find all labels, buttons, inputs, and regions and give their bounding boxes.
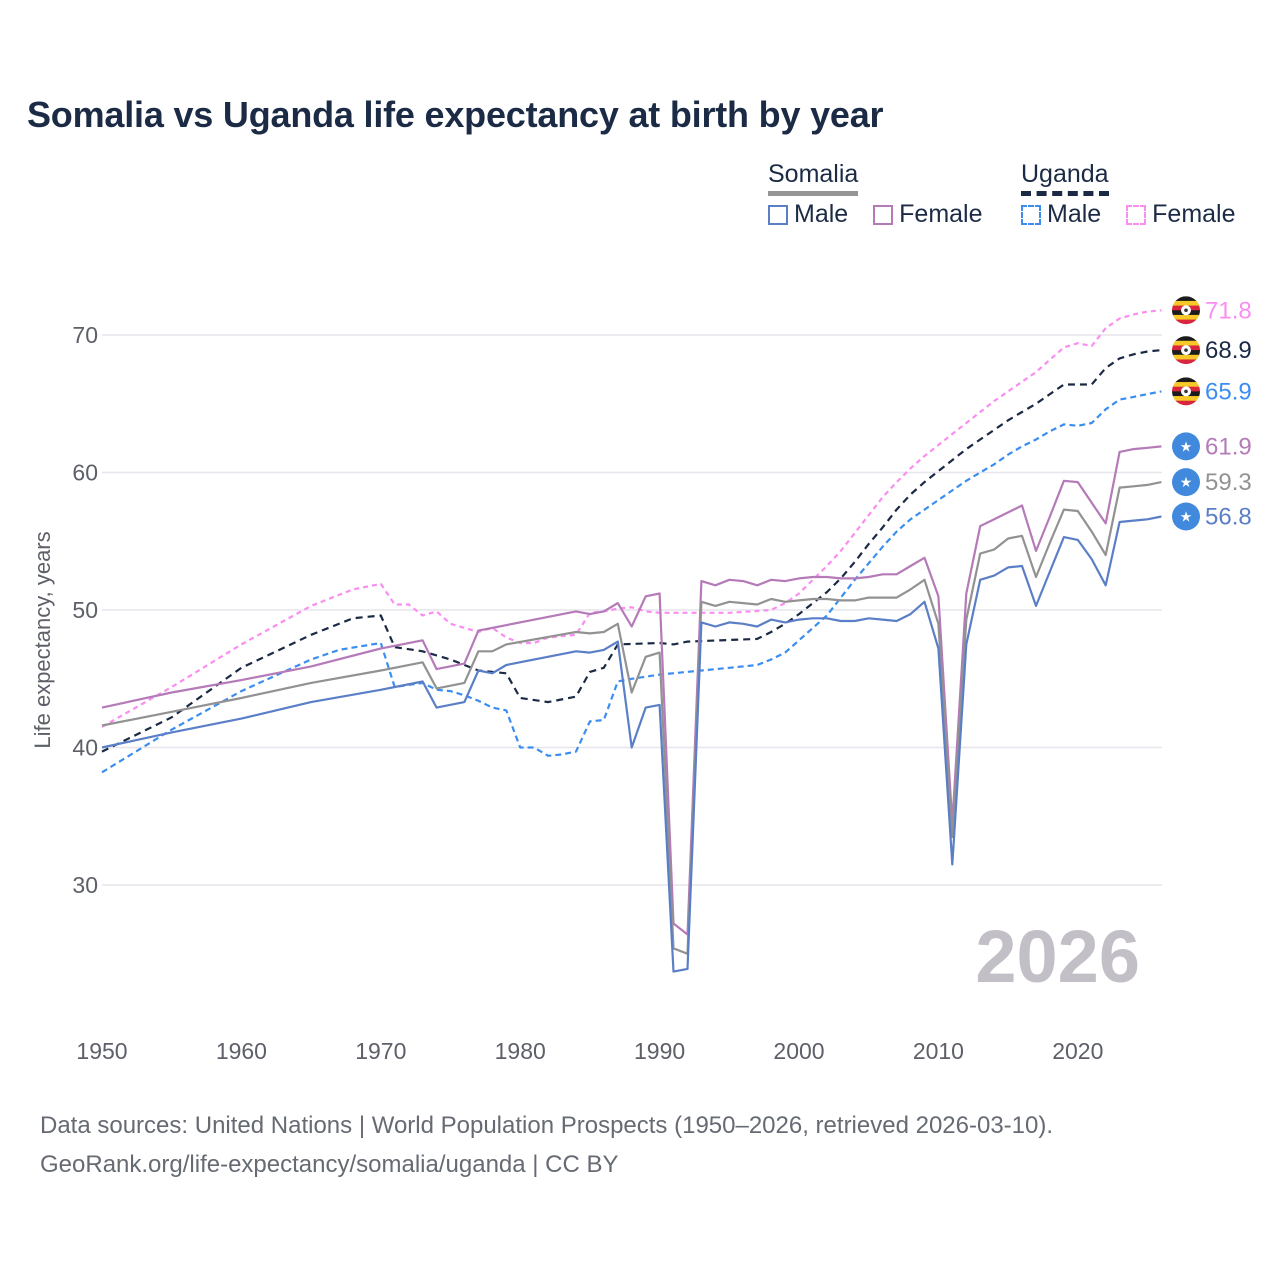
end-value-label: 56.8 — [1205, 504, 1252, 531]
series-line-uganda — [101, 349, 1162, 753]
legend-somalia-male-label: Male — [794, 200, 849, 228]
legend-somalia-heading: Somalia — [768, 160, 859, 196]
end-value-label: 71.8 — [1205, 297, 1252, 324]
year-annotation: 2026 — [975, 915, 1140, 998]
x-tick-label: 1960 — [216, 1038, 267, 1064]
uganda-female-swatch — [1126, 204, 1147, 225]
x-tick-label: 2010 — [913, 1038, 964, 1064]
end-value-label: 68.9 — [1205, 337, 1252, 364]
legend-uganda: Uganda Male Female — [1021, 160, 1254, 232]
uganda-flag-icon — [1172, 296, 1200, 325]
gridlines — [102, 334, 1162, 886]
series-lines — [101, 309, 1162, 973]
legend-uganda-female: Female — [1126, 200, 1236, 229]
legend-uganda-male-label: Male — [1047, 200, 1102, 228]
legend-somalia-male: Male — [768, 200, 848, 229]
series-line-somalia — [101, 481, 1162, 955]
legend-somalia-female: Female — [873, 200, 983, 229]
uganda-flag-icon — [1172, 377, 1200, 406]
series-line-somalia-male — [101, 515, 1162, 973]
series-line-uganda-female — [101, 309, 1162, 728]
x-axis-ticks: 1950 1960 1970 1980 1990 2000 2010 2020 — [76, 1038, 1103, 1064]
end-value-label: 65.9 — [1205, 378, 1252, 405]
somalia-male-swatch — [768, 204, 788, 225]
source-link[interactable]: GeoRank.org/life-expectancy/somalia/ugan… — [40, 1151, 619, 1178]
end-value-label: 61.9 — [1205, 433, 1252, 460]
end-value-label: 59.3 — [1205, 469, 1252, 496]
series-line-somalia-female — [101, 445, 1162, 936]
legend-somalia: Somalia Male Female — [768, 160, 1001, 232]
svg-text:★: ★ — [1180, 438, 1193, 454]
y-tick-label: 70 — [72, 322, 98, 348]
y-axis-ticks: 30 40 50 60 70 — [72, 322, 98, 898]
chart-title: Somalia vs Uganda life expectancy at bir… — [27, 94, 884, 135]
footer: Data sources: United Nations | World Pop… — [40, 1106, 1053, 1184]
y-tick-label: 60 — [72, 460, 98, 486]
somalia-flag-icon: ★ — [1172, 468, 1200, 497]
x-tick-label: 2020 — [1052, 1038, 1103, 1064]
somalia-flag-icon: ★ — [1172, 432, 1200, 461]
legend-uganda-male: Male — [1021, 200, 1101, 229]
series-line-uganda-male — [101, 390, 1162, 774]
somalia-flag-icon: ★ — [1172, 502, 1200, 531]
data-source-note: Data sources: United Nations | World Pop… — [40, 1112, 1054, 1139]
y-axis-label: Life expectancy, years — [30, 531, 55, 748]
x-tick-label: 1950 — [76, 1038, 127, 1064]
x-tick-label: 1980 — [495, 1038, 546, 1064]
legend-uganda-female-label: Female — [1152, 200, 1236, 228]
end-labels: 71.8 68.9 65.9 ★ 61.9 ★ 59.3 ★ 56.8 — [1172, 296, 1252, 531]
legend-somalia-female-label: Female — [899, 200, 983, 228]
somalia-female-swatch — [873, 204, 894, 225]
x-tick-label: 1970 — [355, 1038, 406, 1064]
y-tick-label: 30 — [72, 872, 98, 898]
uganda-male-swatch — [1021, 204, 1041, 225]
legend-uganda-heading: Uganda — [1021, 160, 1109, 196]
y-tick-label: 50 — [72, 597, 98, 623]
y-tick-label: 40 — [72, 735, 98, 761]
uganda-flag-icon — [1172, 336, 1200, 365]
x-tick-label: 1990 — [634, 1038, 685, 1064]
svg-text:★: ★ — [1180, 509, 1193, 525]
svg-text:★: ★ — [1180, 474, 1193, 490]
x-tick-label: 2000 — [773, 1038, 824, 1064]
